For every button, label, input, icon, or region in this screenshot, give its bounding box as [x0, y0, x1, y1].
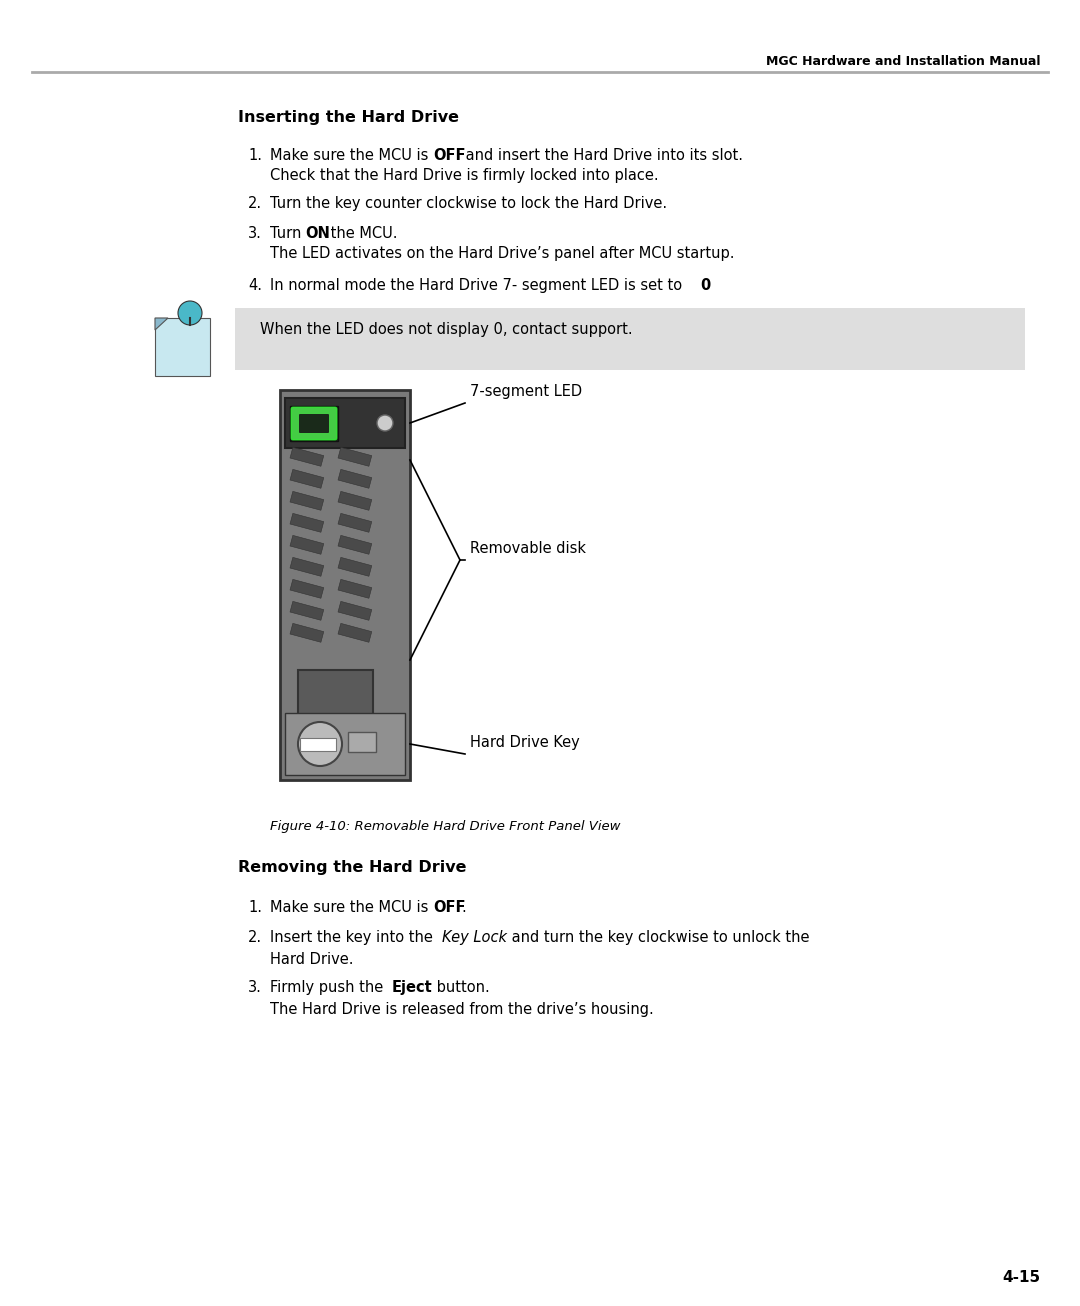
Text: Removable disk: Removable disk — [470, 541, 586, 556]
Text: OFF: OFF — [433, 148, 465, 163]
Text: Make sure the MCU is: Make sure the MCU is — [270, 148, 433, 163]
Text: and turn the key clockwise to unlock the: and turn the key clockwise to unlock the — [507, 930, 810, 946]
Text: 1.: 1. — [248, 900, 262, 916]
Polygon shape — [338, 558, 372, 576]
Polygon shape — [338, 469, 372, 488]
Polygon shape — [156, 317, 210, 376]
Text: Turn the key counter clockwise to lock the Hard Drive.: Turn the key counter clockwise to lock t… — [270, 196, 667, 212]
Text: Hard Drive.: Hard Drive. — [270, 952, 353, 966]
Text: Firmly push the: Firmly push the — [270, 980, 388, 995]
Text: Removing the Hard Drive: Removing the Hard Drive — [238, 859, 467, 875]
Text: Turn: Turn — [270, 226, 306, 242]
Text: .: . — [461, 900, 465, 916]
Polygon shape — [338, 491, 372, 511]
Polygon shape — [291, 513, 324, 533]
Polygon shape — [338, 623, 372, 643]
FancyBboxPatch shape — [299, 414, 329, 434]
Text: MGC Hardware and Installation Manual: MGC Hardware and Installation Manual — [766, 55, 1040, 68]
Polygon shape — [338, 448, 372, 466]
Text: When the LED does not display 0, contact support.: When the LED does not display 0, contact… — [260, 323, 633, 337]
Text: Figure 4-10: Removable Hard Drive Front Panel View: Figure 4-10: Removable Hard Drive Front … — [270, 820, 621, 833]
Bar — [280, 390, 410, 780]
Polygon shape — [338, 535, 372, 554]
Polygon shape — [291, 580, 324, 598]
Text: Make sure the MCU is: Make sure the MCU is — [270, 900, 433, 916]
Text: 3.: 3. — [248, 226, 261, 242]
Circle shape — [298, 722, 342, 767]
FancyBboxPatch shape — [291, 407, 337, 440]
Text: 1.: 1. — [248, 148, 262, 163]
Bar — [285, 398, 405, 448]
Bar — [291, 406, 338, 441]
Text: 3.: 3. — [248, 980, 261, 995]
Polygon shape — [291, 491, 324, 511]
Bar — [298, 670, 373, 735]
Circle shape — [377, 415, 393, 431]
Polygon shape — [291, 623, 324, 643]
Polygon shape — [156, 317, 168, 330]
Bar — [348, 731, 376, 752]
Polygon shape — [291, 535, 324, 554]
Text: 4.: 4. — [248, 278, 262, 293]
Text: Inserting the Hard Drive: Inserting the Hard Drive — [238, 110, 459, 125]
Text: 2.: 2. — [248, 196, 262, 212]
Text: 0: 0 — [700, 278, 711, 293]
Text: ON: ON — [305, 226, 329, 242]
Polygon shape — [338, 580, 372, 598]
Polygon shape — [338, 601, 372, 620]
Text: Hard Drive Key: Hard Drive Key — [470, 735, 580, 750]
Text: Key Lock: Key Lock — [442, 930, 507, 946]
Text: 2.: 2. — [248, 930, 262, 946]
Text: Insert the key into the: Insert the key into the — [270, 930, 437, 946]
Text: the MCU.: the MCU. — [326, 226, 397, 242]
Text: In normal mode the Hard Drive 7- segment LED is set to: In normal mode the Hard Drive 7- segment… — [270, 278, 687, 293]
Text: 4-15: 4-15 — [1002, 1269, 1040, 1285]
Text: OFF: OFF — [433, 900, 465, 916]
Text: button.: button. — [432, 980, 489, 995]
Text: Eject: Eject — [392, 980, 433, 995]
Bar — [300, 738, 336, 751]
Polygon shape — [338, 513, 372, 533]
Polygon shape — [291, 448, 324, 466]
Text: Check that the Hard Drive is firmly locked into place.: Check that the Hard Drive is firmly lock… — [270, 168, 659, 183]
Polygon shape — [291, 558, 324, 576]
Polygon shape — [291, 469, 324, 488]
Text: The LED activates on the Hard Drive’s panel after MCU startup.: The LED activates on the Hard Drive’s pa… — [270, 246, 734, 261]
Circle shape — [178, 300, 202, 325]
Bar — [235, 308, 1025, 370]
Bar — [285, 713, 405, 774]
Polygon shape — [291, 601, 324, 620]
Text: 7-segment LED: 7-segment LED — [470, 384, 582, 400]
Text: and insert the Hard Drive into its slot.: and insert the Hard Drive into its slot. — [461, 148, 743, 163]
Text: The Hard Drive is released from the drive’s housing.: The Hard Drive is released from the driv… — [270, 1002, 653, 1017]
